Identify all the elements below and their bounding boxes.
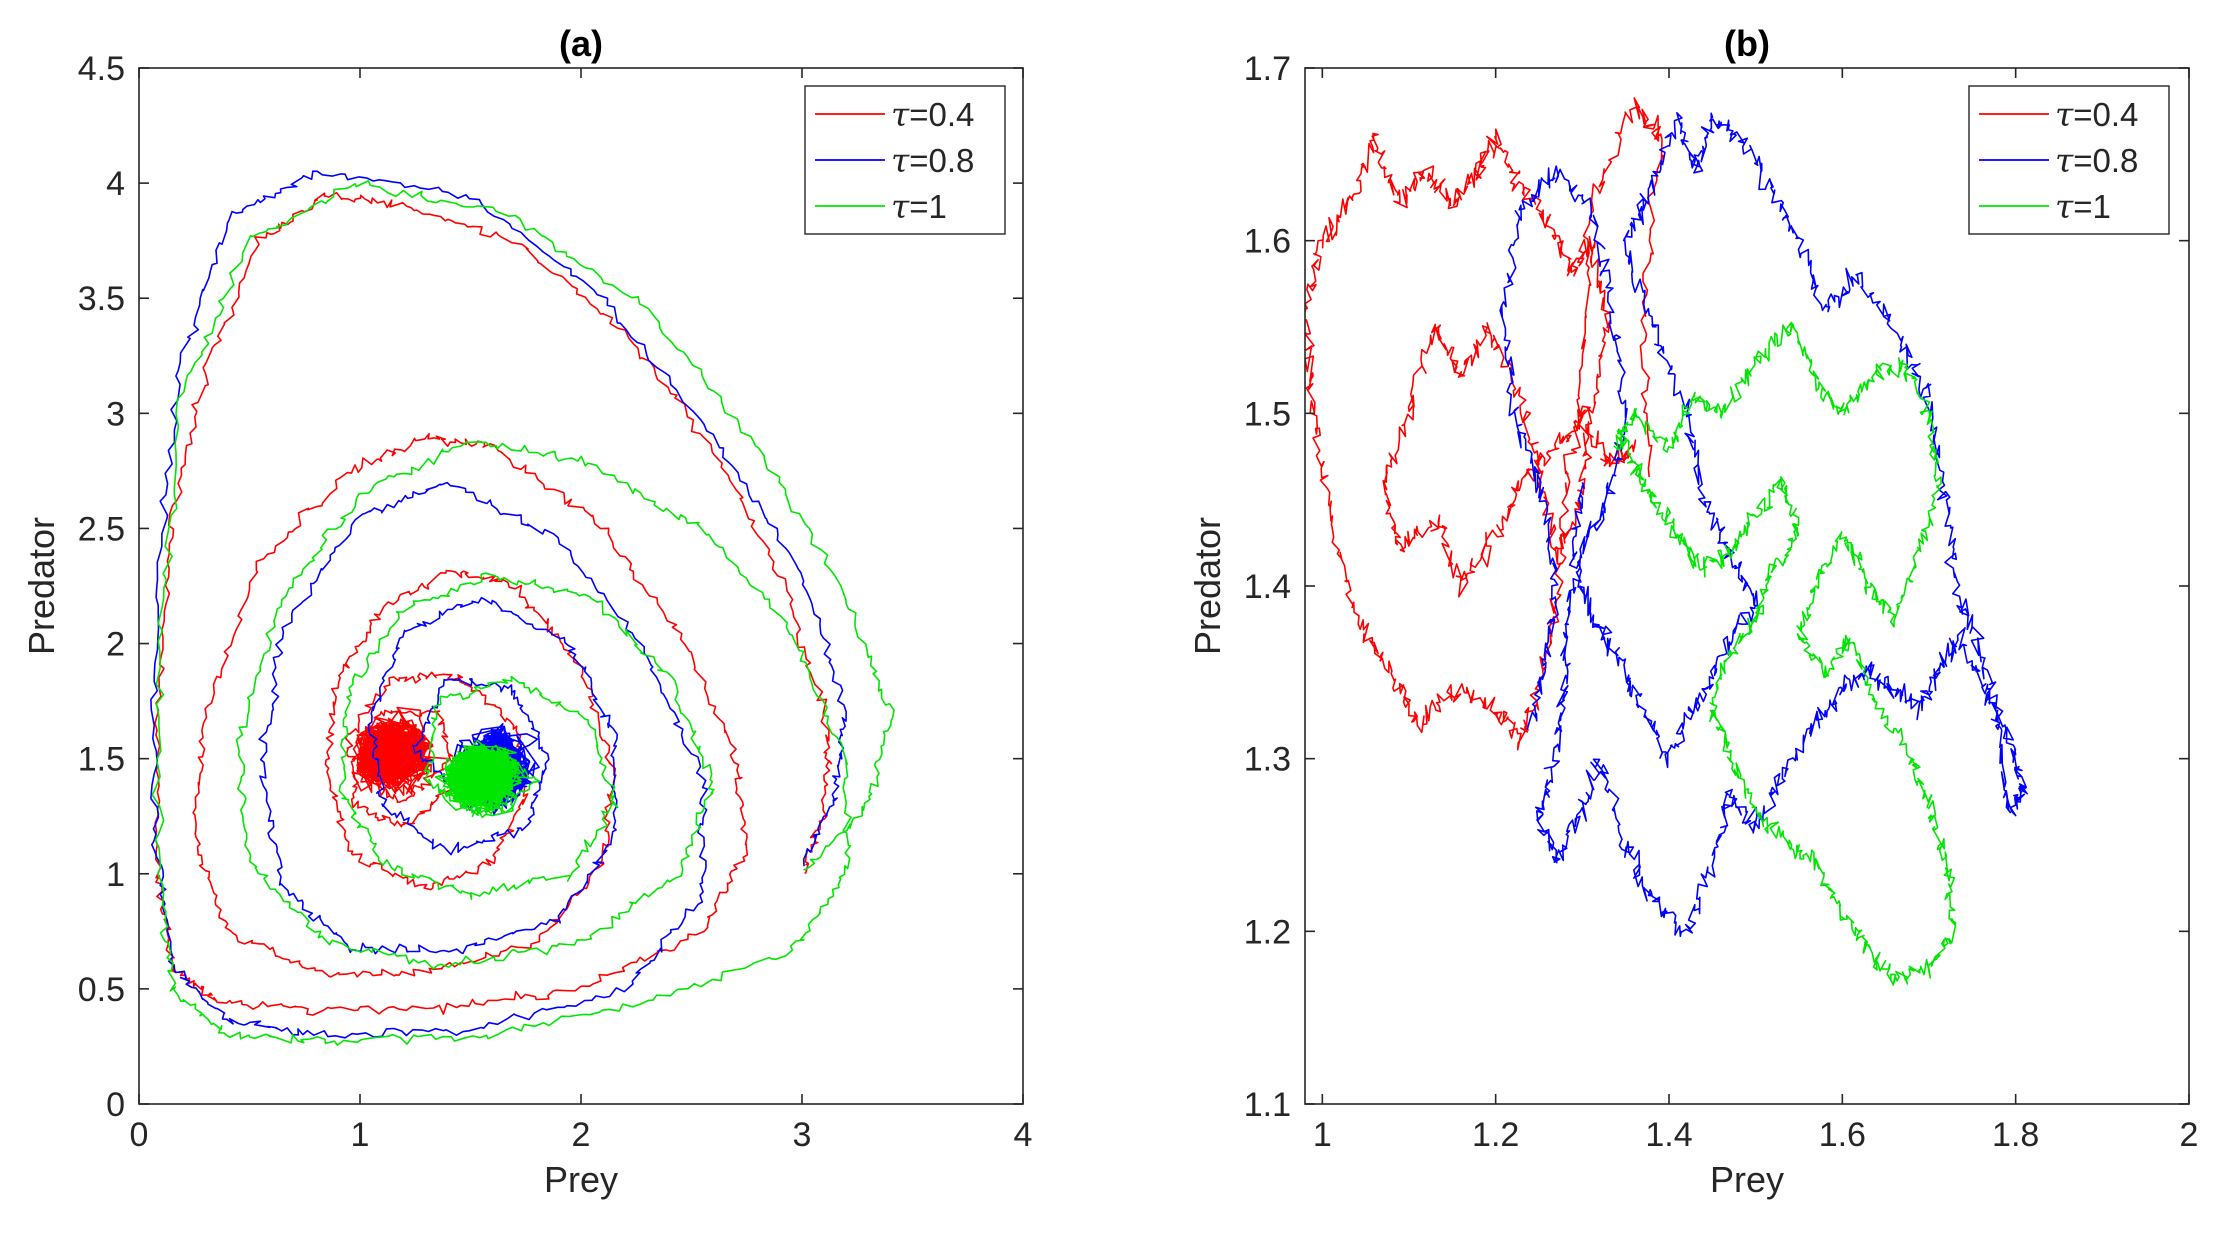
y-axis-label: Predator (1187, 517, 1228, 655)
y-tick-label: 1.6 (1244, 223, 1291, 261)
y-tick-label: 1.3 (1244, 741, 1291, 779)
legend: τ=0.4 τ=0.8 τ=1 (1968, 85, 2170, 235)
x-axis-label: Prey (1710, 1159, 1784, 1200)
x-tick-label: 1.8 (1992, 1116, 2039, 1154)
x-tick-label: 1 (1313, 1116, 1332, 1154)
x-tick-label: 1.4 (1645, 1116, 1692, 1154)
series-line-3 (1613, 321, 1957, 986)
legend-box (1968, 85, 2170, 235)
x-tick-label: 0 (130, 1116, 149, 1154)
legend-entry: τ=0.8 (891, 141, 974, 180)
y-tick-label: 2 (106, 626, 125, 664)
plot-area (150, 170, 895, 1046)
y-tick-label: 1.5 (1244, 395, 1291, 433)
x-tick-label: 2 (572, 1116, 591, 1154)
x-tick-label: 1.6 (1819, 1116, 1866, 1154)
panel-a: 0 1 2 3 4 0 0.5 1 1.5 2 2.5 3 3.5 4 4.5 (a) Prey Predator… (21, 23, 1032, 1200)
y-tick-label: 2.5 (78, 510, 125, 548)
x-tick-label: 1.2 (1472, 1116, 1519, 1154)
panel-b: 1 1.2 1.4 1.6 1.8 2 1.1 1.2 1.3 1.4 1.5 1.6 1.7 (b) Pr… (1187, 23, 2198, 1200)
x-tick-label: 3 (793, 1116, 812, 1154)
y-tick-label: 1.1 (1244, 1086, 1291, 1124)
x-tick-label: 4 (1014, 1116, 1033, 1154)
y-tick-label: 1.5 (78, 741, 125, 779)
y-tick-label: 1 (106, 856, 125, 894)
series-line-2 (150, 170, 847, 1039)
y-tick-label: 4.5 (78, 50, 125, 88)
y-tick-label: 1.4 (1244, 568, 1291, 606)
y-tick-label: 0 (106, 1086, 125, 1124)
legend-entry: τ=1 (891, 187, 947, 226)
panel-title: (b) (1724, 23, 1770, 64)
panel-title: (a) (559, 23, 603, 64)
series-line-3 (151, 180, 895, 1046)
x-tick-label: 1 (351, 1116, 370, 1154)
legend-entry: τ=0.4 (891, 95, 974, 134)
y-axis-label: Predator (21, 517, 62, 655)
x-axis-label: Prey (544, 1159, 618, 1200)
legend: τ=0.4 τ=0.8 τ=1 (804, 85, 1006, 235)
y-tick-label: 1.2 (1244, 913, 1291, 951)
legend-entry: τ=0.8 (2055, 141, 2138, 180)
series-line-2 (1499, 112, 2028, 937)
series-line-1 (154, 191, 833, 1016)
y-tick-label: 0.5 (78, 971, 125, 1009)
y-tick-label: 1.7 (1244, 50, 1291, 88)
x-tick-label: 2 (2180, 1116, 2199, 1154)
y-tick-label: 4 (106, 165, 125, 203)
y-tick-label: 3.5 (78, 280, 125, 318)
y-tick-label: 3 (106, 395, 125, 433)
legend-entry: τ=1 (2055, 187, 2111, 226)
plot-area (1305, 97, 2028, 986)
legend-entry: τ=0.4 (2055, 95, 2138, 134)
